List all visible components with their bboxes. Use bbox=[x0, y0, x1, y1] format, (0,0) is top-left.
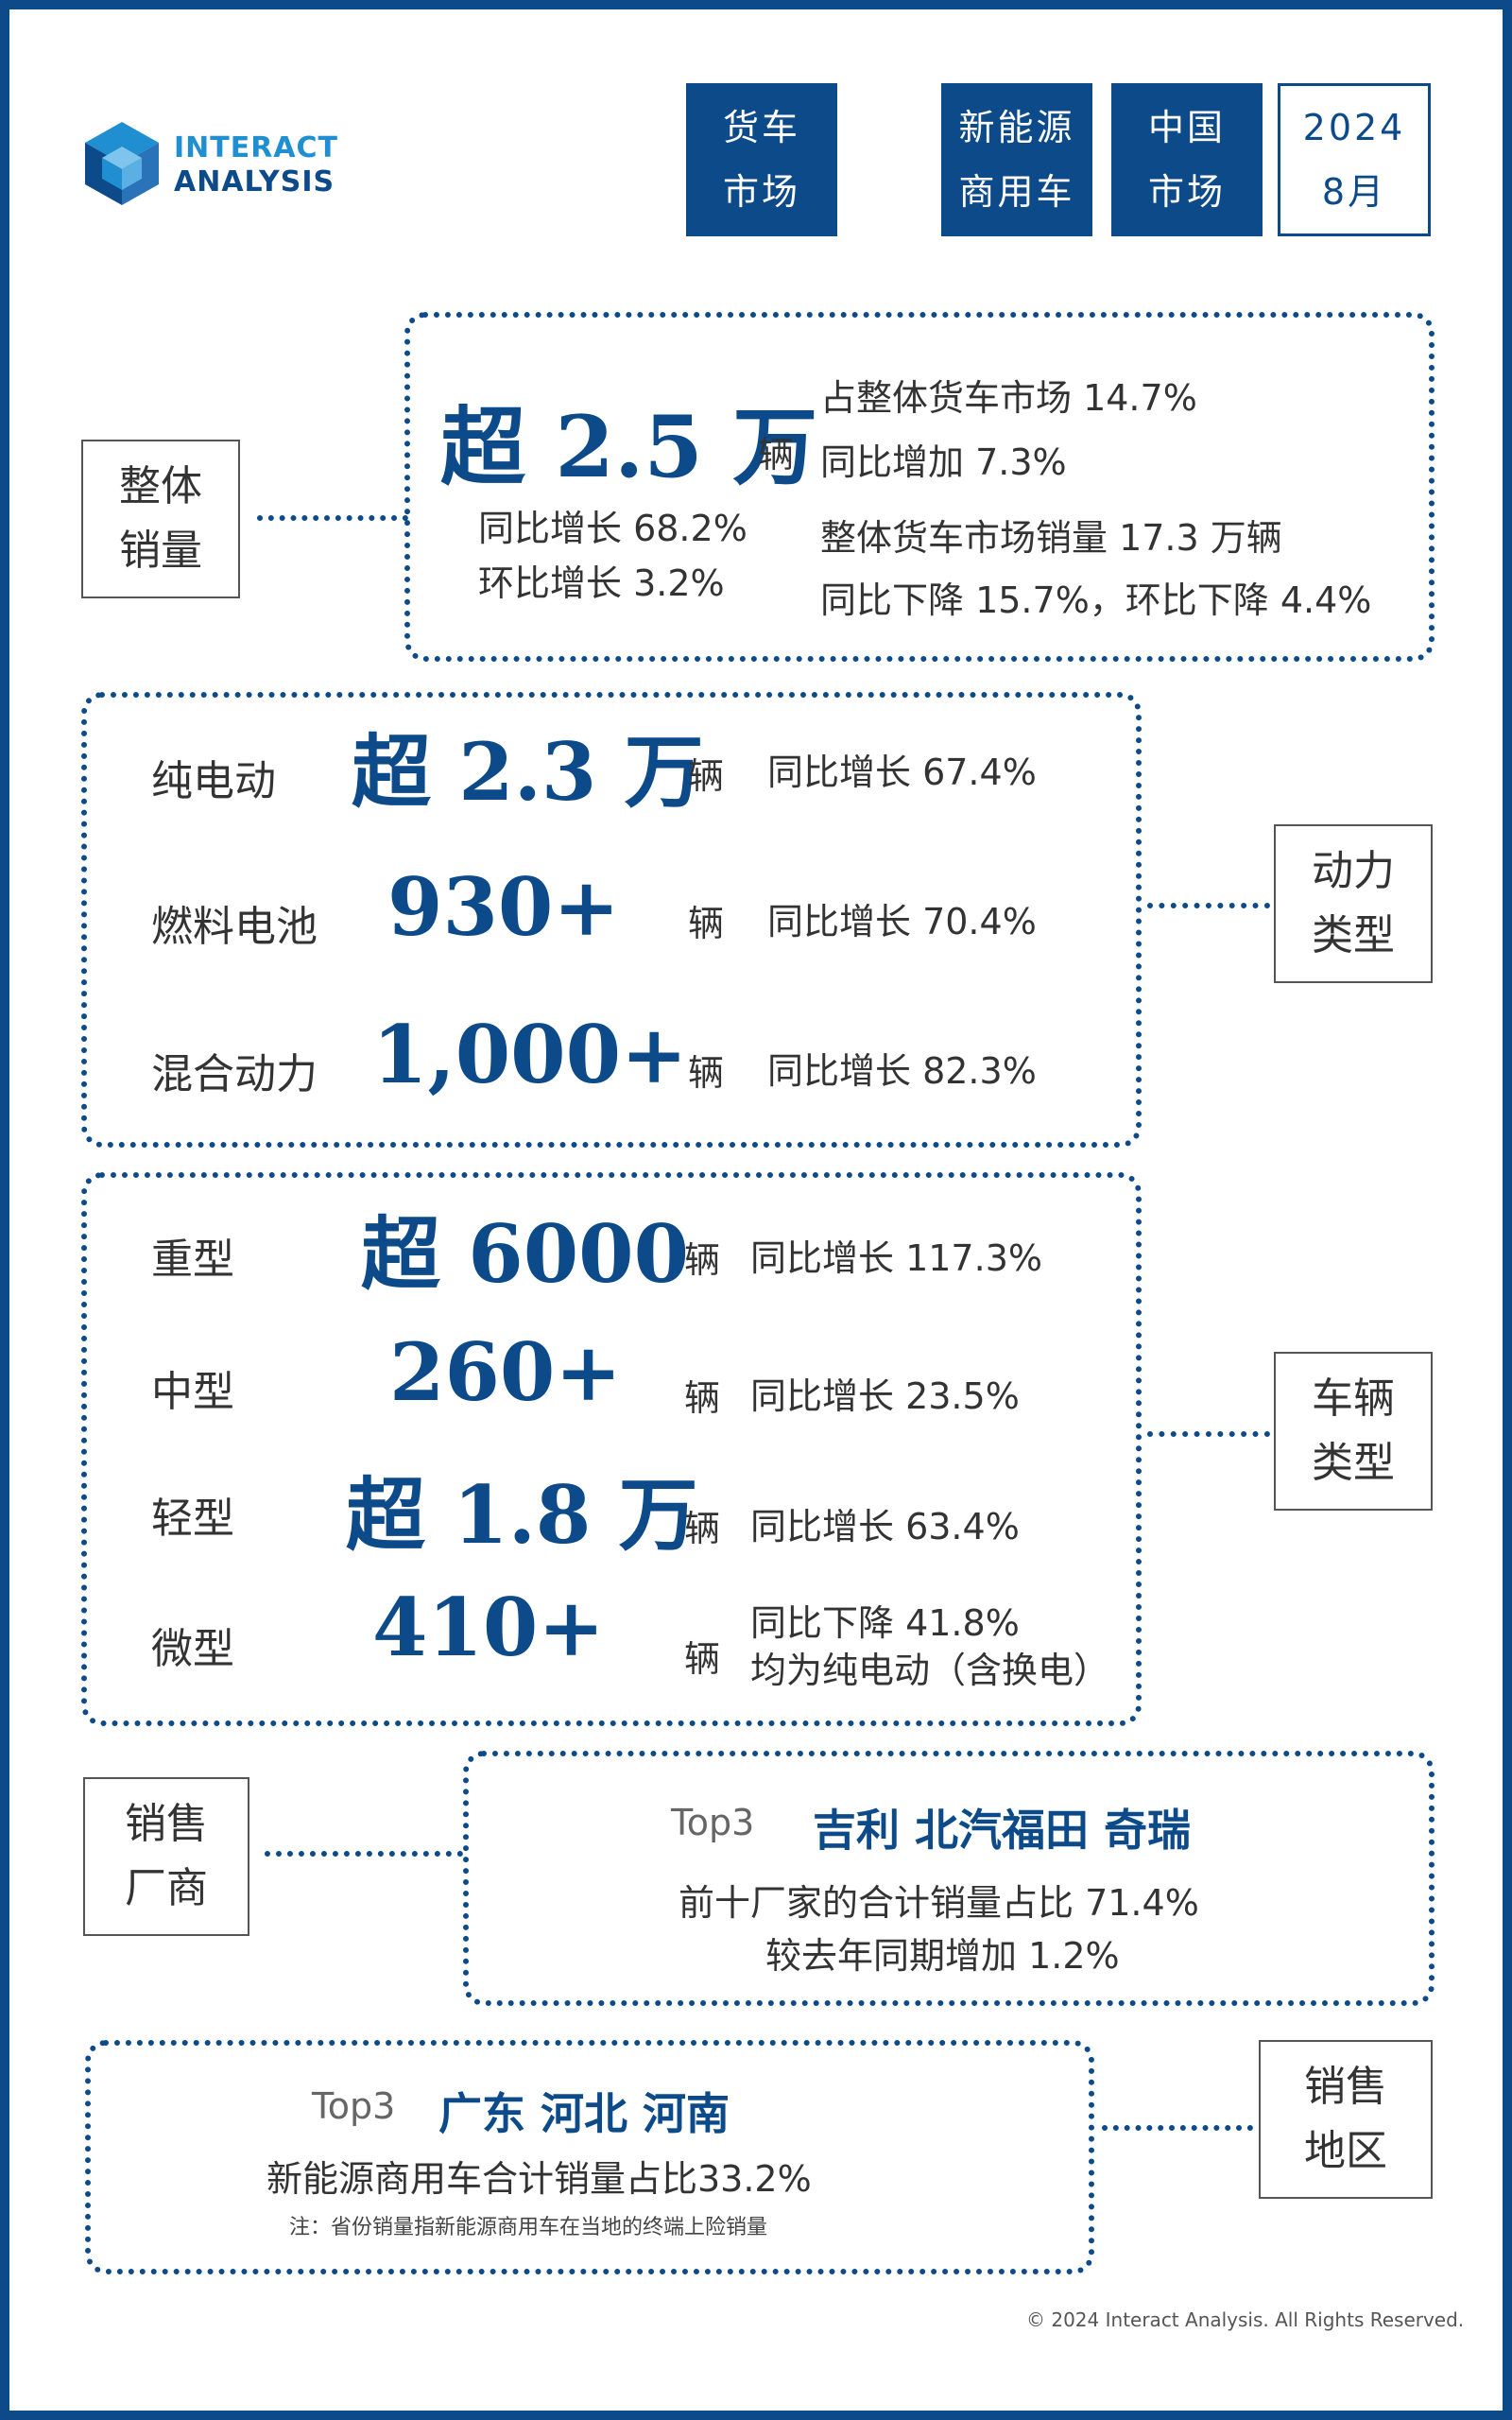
vehicle-panel bbox=[81, 1172, 1142, 1726]
brand-name-line2: ANALYSIS bbox=[174, 165, 335, 199]
label-line: 地区 bbox=[1304, 2127, 1387, 2175]
connector-vehicle bbox=[1147, 1431, 1270, 1437]
vehicle-value: 410+ bbox=[372, 1581, 605, 1674]
label-line: 类型 bbox=[1312, 911, 1395, 959]
power-value: 930+ bbox=[387, 860, 620, 954]
power-unit: 辆 bbox=[688, 755, 725, 797]
label-line: 车辆 bbox=[1312, 1374, 1395, 1423]
overall-share: 占整体货车市场 14.7% bbox=[820, 377, 1197, 419]
vehicle-value: 超 6000 bbox=[361, 1207, 690, 1301]
power-stat: 同比增长 70.4% bbox=[767, 901, 1037, 942]
label-line: 整体 bbox=[119, 462, 202, 510]
vehicle-stat: 同比增长 23.5% bbox=[750, 1375, 1020, 1417]
connector-regions bbox=[1102, 2125, 1253, 2131]
tag-date: 2024 8月 bbox=[1278, 83, 1431, 236]
vehicle-unit: 辆 bbox=[684, 1377, 721, 1419]
power-unit: 辆 bbox=[688, 903, 725, 944]
vehicle-note: 均为纯电动（含换电） bbox=[750, 1650, 1110, 1691]
vehicle-unit: 辆 bbox=[684, 1508, 721, 1549]
brand-logo: INTERACT ANALYSIS bbox=[79, 118, 363, 213]
vehicle-stat: 同比增长 63.4% bbox=[750, 1506, 1020, 1547]
tag-line: 商用车 bbox=[958, 171, 1075, 213]
overall-panel bbox=[404, 312, 1435, 662]
power-name: 纯电动 bbox=[151, 757, 276, 805]
section-label-regions: 销售 地区 bbox=[1259, 2040, 1433, 2199]
tag-line: 8月 bbox=[1321, 171, 1387, 213]
tag-truck-market: 货车 市场 bbox=[686, 83, 837, 236]
label-line: 动力 bbox=[1312, 847, 1395, 895]
makers-line2: 较去年同期增加 1.2% bbox=[765, 1935, 1120, 1977]
overall-market-change: 同比下降 15.7%，环比下降 4.4% bbox=[820, 579, 1372, 621]
tag-china-market: 中国 市场 bbox=[1111, 83, 1263, 236]
tag-line: 中国 bbox=[1147, 107, 1226, 148]
overall-mom: 环比增长 3.2% bbox=[478, 562, 725, 604]
section-label-makers: 销售 厂商 bbox=[83, 1777, 249, 1936]
regions-top-label: Top3 bbox=[312, 2085, 396, 2127]
vehicle-name: 微型 bbox=[151, 1625, 234, 1673]
connector-makers bbox=[265, 1851, 463, 1857]
tag-line: 2024 bbox=[1302, 107, 1406, 148]
hexagon-cube-icon bbox=[85, 122, 159, 205]
copyright: © 2024 Interact Analysis. All Rights Res… bbox=[1026, 2308, 1465, 2331]
makers-top-label: Top3 bbox=[671, 1802, 755, 1843]
label-line: 类型 bbox=[1312, 1439, 1395, 1487]
makers-panel bbox=[463, 1751, 1435, 2006]
tag-line: 市场 bbox=[1147, 171, 1226, 213]
makers-top-names: 吉利 北汽福田 奇瑞 bbox=[813, 1805, 1192, 1856]
section-label-overall: 整体 销量 bbox=[81, 440, 240, 598]
makers-line1: 前十厂家的合计销量占比 71.4% bbox=[679, 1882, 1199, 1924]
vehicle-unit: 辆 bbox=[684, 1638, 721, 1680]
connector-overall bbox=[257, 515, 408, 521]
power-stat: 同比增长 67.4% bbox=[767, 752, 1037, 793]
regions-line1: 新能源商用车合计销量占比33.2% bbox=[266, 2158, 812, 2200]
infographic-frame: INTERACT ANALYSIS 货车 市场 新能源 商用车 中国 市场 20… bbox=[9, 9, 1503, 2411]
label-line: 厂商 bbox=[125, 1864, 208, 1912]
label-line: 销售 bbox=[1304, 2063, 1387, 2111]
power-stat: 同比增长 82.3% bbox=[767, 1050, 1037, 1092]
label-line: 销售 bbox=[125, 1800, 208, 1848]
overall-share-yoy: 同比增加 7.3% bbox=[820, 441, 1067, 483]
overall-unit: 辆 bbox=[758, 434, 795, 475]
tag-line: 市场 bbox=[722, 171, 800, 213]
vehicle-value: 260+ bbox=[389, 1325, 622, 1419]
tag-new-energy-commercial: 新能源 商用车 bbox=[941, 83, 1092, 236]
vehicle-name: 重型 bbox=[151, 1236, 234, 1284]
tag-line: 货车 bbox=[722, 107, 800, 148]
section-label-vehicle: 车辆 类型 bbox=[1274, 1352, 1433, 1511]
vehicle-value: 超 1.8 万 bbox=[346, 1468, 698, 1562]
regions-top-names: 广东 河北 河南 bbox=[438, 2088, 730, 2139]
regions-panel bbox=[85, 2040, 1094, 2274]
label-line: 销量 bbox=[119, 527, 202, 575]
power-panel bbox=[81, 692, 1142, 1148]
vehicle-stat: 同比增长 117.3% bbox=[750, 1237, 1042, 1279]
overall-yoy: 同比增长 68.2% bbox=[478, 508, 747, 549]
brand-name-line1: INTERACT bbox=[174, 131, 339, 164]
overall-big-value: 超 2.5 万 bbox=[440, 397, 818, 497]
regions-note: 注：省份销量指新能源商用车在当地的终端上险销量 bbox=[289, 2216, 768, 2239]
vehicle-unit: 辆 bbox=[684, 1239, 721, 1281]
vehicle-name: 轻型 bbox=[151, 1495, 234, 1543]
power-name: 燃料电池 bbox=[151, 903, 318, 951]
vehicle-name: 中型 bbox=[151, 1368, 234, 1416]
power-name: 混合动力 bbox=[151, 1050, 318, 1098]
power-unit: 辆 bbox=[688, 1052, 725, 1094]
overall-market: 整体货车市场销量 17.3 万辆 bbox=[820, 517, 1282, 559]
connector-power bbox=[1147, 903, 1270, 908]
vehicle-stat: 同比下降 41.8% bbox=[750, 1602, 1020, 1644]
tag-line: 新能源 bbox=[958, 107, 1075, 148]
power-value: 1,000+ bbox=[372, 1008, 688, 1101]
power-value: 超 2.3 万 bbox=[352, 725, 704, 819]
section-label-power: 动力 类型 bbox=[1274, 824, 1433, 983]
